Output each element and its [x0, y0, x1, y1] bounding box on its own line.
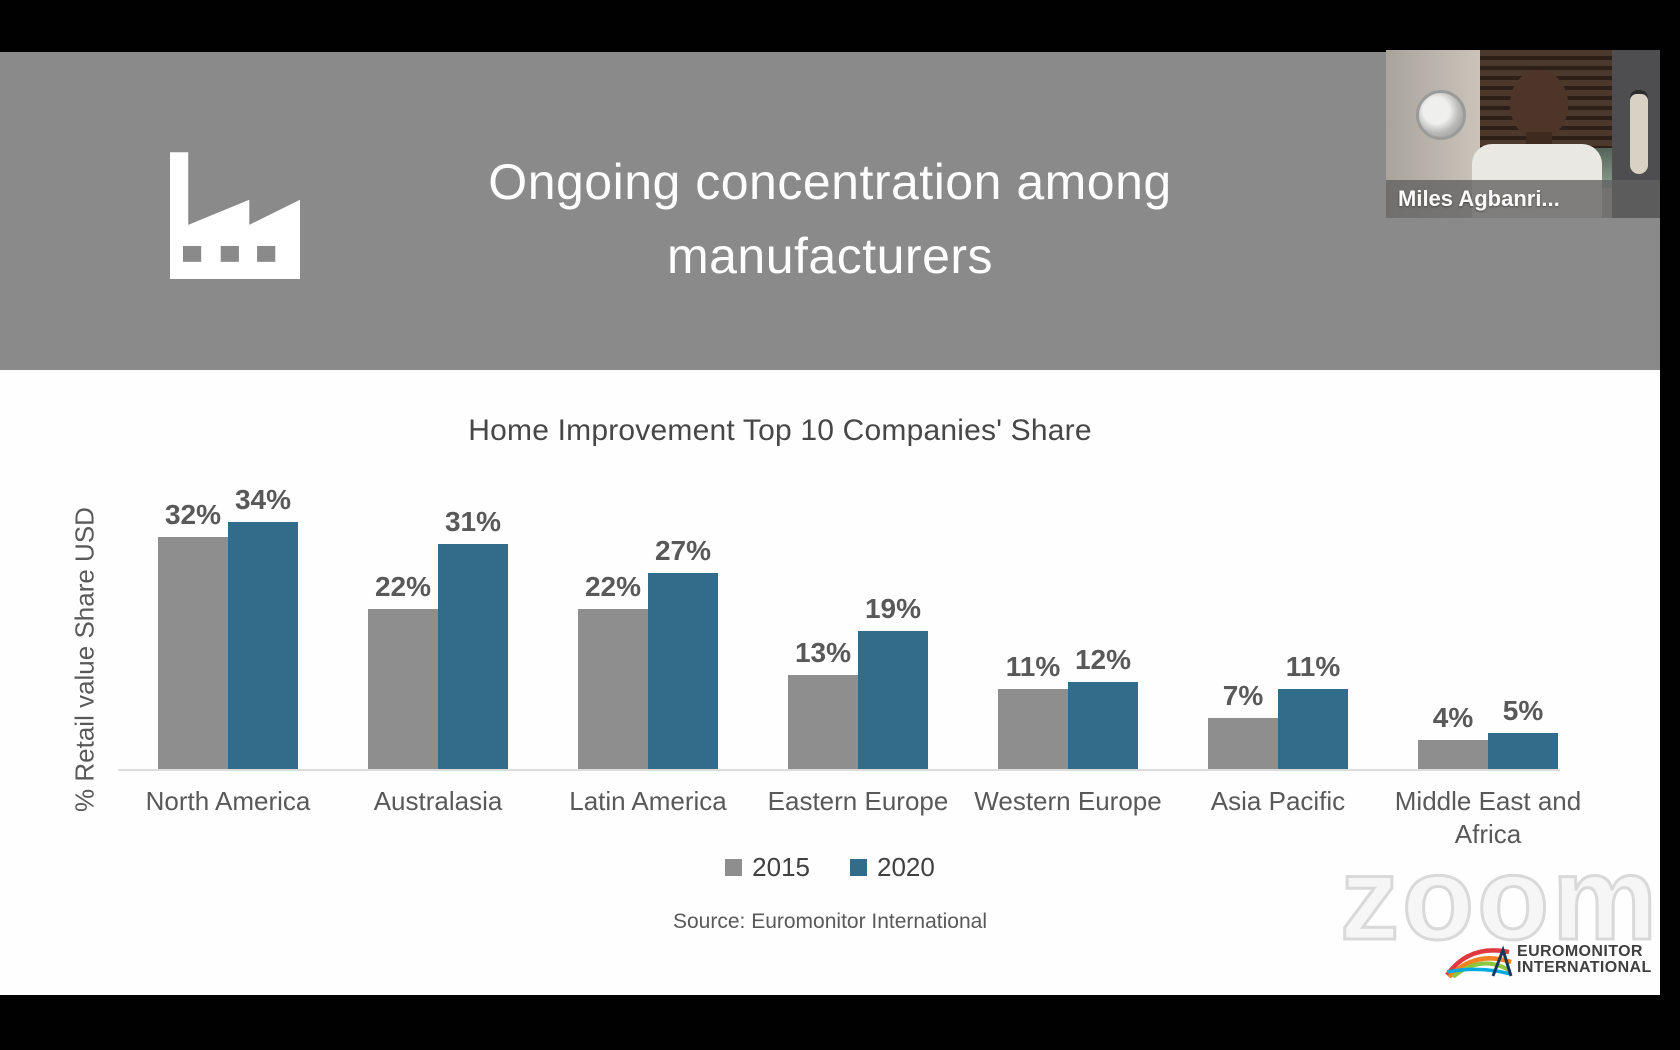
legend: 2015 2020 [0, 852, 1660, 883]
presenter-name: Miles Agbanri... [1398, 186, 1560, 211]
bar-column: 13% [788, 637, 858, 769]
bar-column: 11% [1278, 651, 1348, 769]
bar-column: 19% [858, 593, 928, 769]
presenter-webcam-video: Miles Agbanri... [1386, 50, 1660, 218]
slide-header-band: Ongoing concentration among manufacturer… [0, 52, 1660, 370]
euromonitor-logo: EUROMONITOR INTERNATIONAL [1445, 942, 1652, 978]
euromonitor-logo-line1: EUROMONITOR [1517, 943, 1643, 960]
category-label: Latin America [569, 786, 727, 816]
category-label: Eastern Europe [767, 786, 949, 816]
bar-value-label: 13% [794, 637, 852, 668]
webcam-mirror [1416, 90, 1466, 140]
bar-group: 32% 34% [123, 484, 333, 769]
bar-2020 [1278, 689, 1348, 769]
bar-column: 31% [438, 506, 508, 769]
x-axis-line [118, 769, 1560, 771]
bar-2015 [368, 609, 438, 769]
bar-2015 [1208, 718, 1278, 769]
bar-value-label: 27% [654, 535, 712, 566]
bar-value-label: 12% [1074, 644, 1132, 675]
bar-column: 4% [1418, 702, 1488, 769]
factory-icon [170, 152, 300, 279]
legend-label-2015: 2015 [752, 852, 810, 882]
bar-column: 32% [158, 499, 228, 769]
bar-column: 22% [578, 571, 648, 769]
bar-value-label: 31% [444, 506, 502, 537]
slide-title: Ongoing concentration among manufacturer… [310, 145, 1350, 293]
bar-value-label: 7% [1222, 680, 1264, 711]
bar-2020 [1068, 682, 1138, 769]
bar-value-label: 11% [1005, 651, 1061, 682]
legend-label-2020: 2020 [877, 852, 935, 882]
bar-2015 [998, 689, 1068, 769]
bar-group: 4% 5% [1383, 695, 1593, 769]
bar-2015 [1418, 740, 1488, 769]
category-label: Middle East and Africa [1394, 786, 1582, 849]
zoom-watermark: zoom [1338, 833, 1660, 965]
bar-value-label: 4% [1432, 702, 1474, 733]
y-axis-label: % Retail value Share USD [69, 507, 100, 812]
bar-2020 [858, 631, 928, 769]
webcam-name-badge: Miles Agbanri... [1386, 180, 1660, 218]
bar-value-label: 22% [374, 571, 432, 602]
legend-swatch-2015 [725, 859, 743, 876]
plot-bars: 32% 34% 22% 31% 22% 27% 13% 19% 11% 12% 7% 11% 4% 5% [123, 484, 1593, 769]
bar-group: 22% 31% [333, 506, 543, 769]
plot-categories: North America Australasia Latin America Eas… [123, 785, 1593, 851]
category-label: Australasia [373, 786, 503, 816]
bar-value-label: 34% [234, 484, 292, 515]
bar-value-label: 5% [1502, 695, 1544, 726]
euromonitor-logo-line2: INTERNATIONAL [1517, 959, 1652, 976]
bar-group: 22% 27% [543, 535, 753, 769]
bar-2020 [228, 522, 298, 769]
bar-2015 [158, 537, 228, 769]
category-label: Asia Pacific [1210, 786, 1346, 816]
euromonitor-logo-text: EUROMONITOR INTERNATIONAL [1517, 944, 1652, 976]
webcam-wall-mask-decor [1630, 90, 1648, 174]
bar-group: 13% 19% [753, 593, 963, 769]
bar-column: 7% [1208, 680, 1278, 769]
bar-2020 [1488, 733, 1558, 769]
presentation-slide: Ongoing concentration among manufacturer… [0, 52, 1660, 995]
legend-swatch-2020 [850, 859, 867, 876]
bar-column: 5% [1488, 695, 1558, 769]
bar-column: 27% [648, 535, 718, 769]
bar-value-label: 19% [864, 593, 922, 624]
slide-title-line2: manufacturers [666, 228, 994, 284]
slide-title-line1: Ongoing concentration among [488, 154, 1172, 210]
chart-title: Home Improvement Top 10 Companies' Share [468, 414, 1092, 447]
bar-value-label: 32% [164, 499, 222, 530]
bar-2020 [648, 573, 718, 769]
bar-value-label: 11% [1285, 651, 1341, 682]
category-label: North America [145, 786, 311, 816]
bar-column: 12% [1068, 644, 1138, 769]
bar-2020 [438, 544, 508, 769]
bar-group: 11% 12% [963, 644, 1173, 769]
category-label: Western Europe [974, 786, 1162, 816]
bar-2015 [788, 675, 858, 769]
bar-2015 [578, 609, 648, 769]
legend-item-2020: 2020 [850, 852, 935, 883]
bar-column: 22% [368, 571, 438, 769]
source-note: Source: Euromonitor International [672, 910, 987, 933]
bar-column: 11% [998, 651, 1068, 769]
presenter-head [1510, 70, 1568, 138]
bar-group: 7% 11% [1173, 651, 1383, 769]
bar-value-label: 22% [584, 571, 642, 602]
legend-item-2015: 2015 [725, 852, 810, 883]
bar-column: 34% [228, 484, 298, 769]
euromonitor-arcs-icon [1445, 945, 1513, 978]
